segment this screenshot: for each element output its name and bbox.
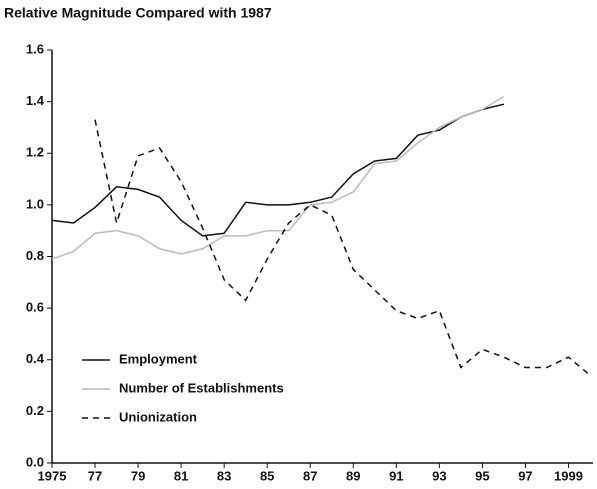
x-tick-label: 79 [131, 468, 145, 483]
y-tick-label: 1.4 [26, 93, 45, 108]
x-tick-label: 83 [217, 468, 231, 483]
x-tick-label: 97 [518, 468, 532, 483]
line-series [51, 103, 505, 237]
y-tick-label: 1.2 [26, 145, 44, 160]
x-tick-label: 95 [475, 468, 489, 483]
y-tick-label: 0.8 [26, 248, 44, 263]
y-tick-label: 0.4 [26, 351, 45, 366]
chart-title: Relative Magnitude Compared with 1987 [4, 5, 272, 21]
y-tick-label: 0.6 [26, 300, 44, 315]
x-tick-label: 1975 [38, 468, 67, 483]
x-tick-label: 81 [174, 468, 188, 483]
x-tick-label: 91 [389, 468, 403, 483]
y-tick-label: 1.0 [26, 196, 44, 211]
y-tick-label: 1.6 [26, 41, 44, 56]
legend-label: Unionization [119, 409, 197, 424]
x-tick-label: 87 [303, 468, 317, 483]
y-tick-label: 0.2 [26, 403, 44, 418]
x-tick-label: 93 [432, 468, 446, 483]
x-tick-label: 89 [346, 468, 360, 483]
legend-label: Number of Establishments [119, 380, 284, 395]
x-tick-label: 1999 [554, 468, 583, 483]
line-series [51, 95, 505, 260]
legend-label: Employment [119, 351, 198, 366]
x-tick-label: 77 [88, 468, 102, 483]
line-series [94, 119, 591, 376]
y-tick-label: 0.0 [26, 454, 44, 469]
x-tick-label: 85 [260, 468, 274, 483]
